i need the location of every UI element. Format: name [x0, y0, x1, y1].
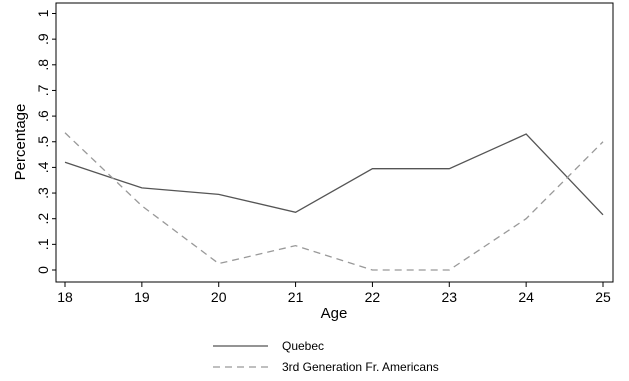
plot-area: [55, 2, 614, 283]
series-line-2: [64, 132, 604, 271]
x-tick-label: 22: [365, 289, 381, 305]
y-tick-label: .7: [35, 84, 51, 96]
y-tick-label: .9: [35, 33, 51, 45]
y-tick-label: .6: [35, 110, 51, 122]
x-tick-label: 18: [57, 289, 73, 305]
y-axis-title: Percentage: [12, 104, 29, 181]
y-tick-label: .5: [35, 136, 51, 148]
x-tick-label: 19: [134, 289, 150, 305]
x-tick-label: 23: [441, 289, 457, 305]
series-line-1: [64, 133, 604, 216]
x-tick-label: 25: [595, 289, 611, 305]
y-tick-label: 0: [35, 266, 51, 274]
y-tick-label: .1: [35, 238, 51, 250]
legend: Quebec 3rd Generation Fr. Americans: [213, 339, 439, 374]
y-tick-label: .3: [35, 187, 51, 199]
x-tick-label: 24: [518, 289, 534, 305]
x-axis: 18 19 20 21 22 23 24 25: [57, 282, 611, 305]
y-axis: 0 .1 .2 .3 .4 .5 .6 .7 .8 .9 1: [35, 9, 56, 274]
x-tick-label: 20: [211, 289, 227, 305]
x-axis-title: Age: [321, 305, 348, 322]
legend-label: 3rd Generation Fr. Americans: [282, 360, 439, 374]
y-tick-label: .2: [35, 213, 51, 225]
series-lines: [64, 132, 604, 271]
legend-label: Quebec: [282, 339, 324, 353]
x-tick-label: 21: [288, 289, 304, 305]
y-tick-label: .4: [35, 161, 51, 173]
y-tick-label: 1: [35, 9, 51, 17]
y-tick-label: .8: [35, 59, 51, 71]
